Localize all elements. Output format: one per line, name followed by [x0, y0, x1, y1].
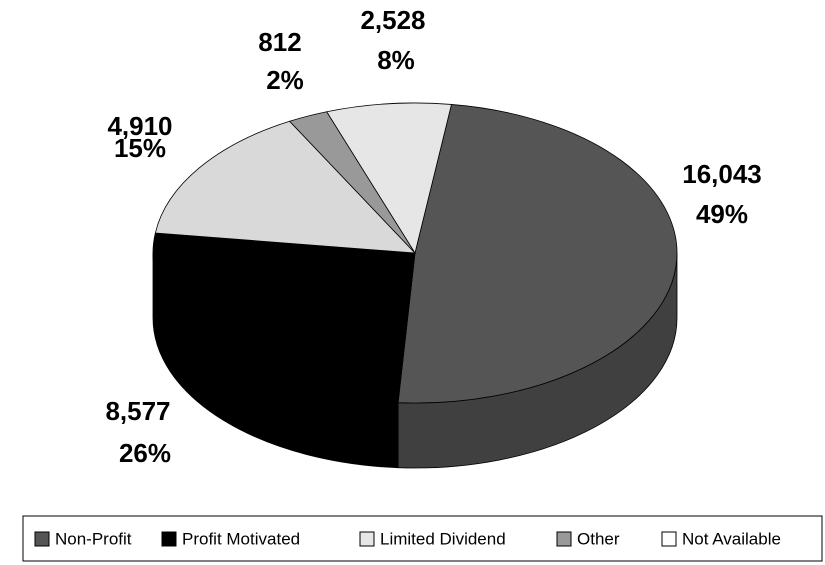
legend-label: Profit Motivated [182, 529, 300, 548]
legend-swatch [661, 531, 677, 547]
slice [397, 104, 678, 404]
percent-label: 2% [266, 65, 304, 95]
legend-label: Limited Dividend [380, 529, 506, 548]
legend-box [22, 515, 823, 562]
value-label: 2,528 [360, 5, 425, 35]
percent-label: 8% [377, 45, 415, 75]
legend-swatch [359, 531, 375, 547]
slice [152, 232, 416, 404]
value-label: 16,043 [682, 159, 762, 189]
slice [326, 102, 452, 255]
value-label: 8,577 [105, 396, 170, 426]
value-label: 4,910 [107, 111, 172, 141]
slice [154, 120, 417, 254]
legend-swatch [34, 531, 50, 547]
percent-label: 49% [696, 199, 748, 229]
legend-label: Non-Profit [55, 529, 132, 548]
value-label: 812 [258, 27, 301, 57]
percent-label: 15% [114, 133, 166, 163]
percent-label: 26% [119, 438, 171, 468]
legend-label: Not Available [682, 529, 781, 548]
legend-swatch [556, 531, 572, 547]
legend-swatch [161, 531, 177, 547]
legend-label: Other [577, 529, 620, 548]
